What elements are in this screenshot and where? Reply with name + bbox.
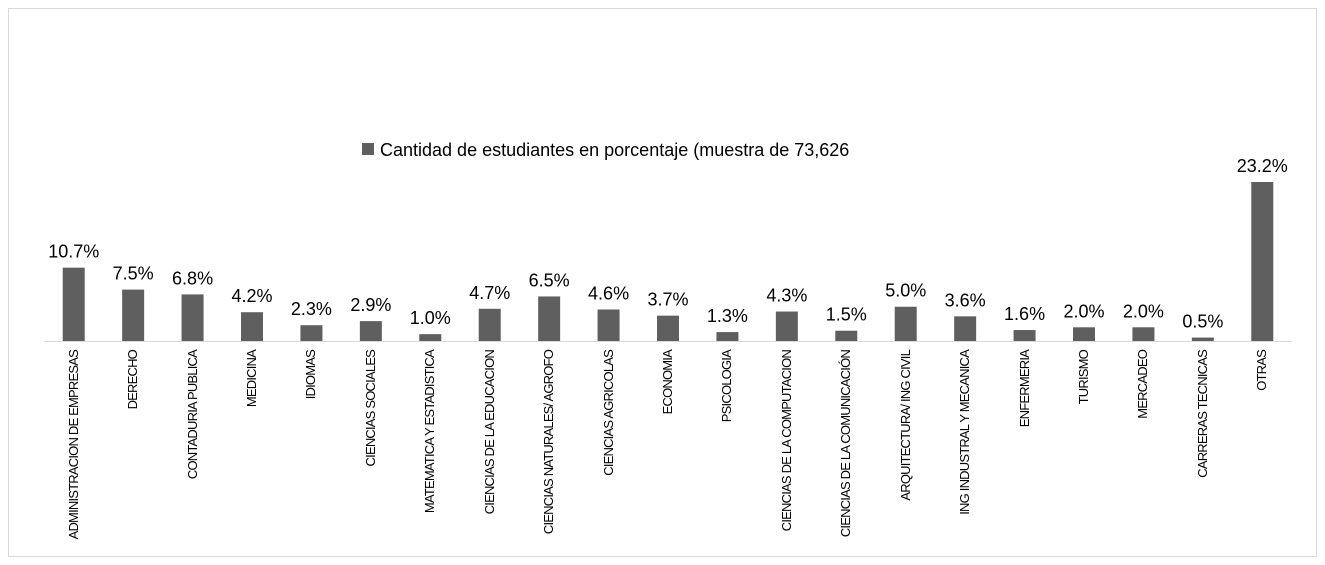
data-label: 2.3% — [291, 299, 332, 319]
legend-label: Cantidad de estudiantes en porcentaje (m… — [380, 140, 849, 160]
x-tick-label: MERCADEO — [1135, 350, 1151, 419]
data-label: 4.7% — [469, 283, 510, 303]
bar — [1251, 182, 1274, 341]
data-label: 4.3% — [766, 286, 807, 306]
bar — [835, 330, 858, 341]
data-label: 1.0% — [410, 308, 451, 328]
x-tick-label: CIENCIAS DE LA COMPUTACION — [778, 350, 794, 532]
bar — [716, 332, 739, 341]
data-label: 2.0% — [1123, 301, 1164, 321]
x-tick-label: CONTADURIA PUBLICA — [184, 350, 200, 480]
x-tick-label: TURISMO — [1076, 350, 1091, 405]
x-tick-label: ENFERMERIA — [1016, 350, 1032, 428]
bar — [894, 306, 917, 341]
data-label: 2.9% — [350, 295, 391, 315]
data-label: 4.6% — [588, 283, 629, 303]
x-tick-label: IDIOMAS — [303, 350, 319, 400]
x-tick-label: MEDICINA — [244, 350, 259, 408]
data-label: 6.8% — [172, 268, 213, 288]
bar — [597, 309, 620, 341]
bar — [478, 308, 501, 341]
bar — [1132, 327, 1155, 341]
x-tick-label: CIENCIAS AGRICOLAS — [600, 350, 616, 476]
x-tick-label: OTRAS — [1254, 350, 1270, 391]
data-label: 1.3% — [707, 306, 748, 326]
data-label: 1.5% — [826, 305, 867, 325]
bar — [954, 316, 977, 341]
x-tick-label: ADMINISTRACION DE EMPRESAS — [65, 350, 81, 540]
bar — [359, 321, 382, 341]
bar — [1073, 327, 1095, 341]
bar — [419, 334, 442, 341]
x-tick-label: ECONOMIA — [660, 350, 675, 415]
bar — [300, 325, 323, 341]
chart-border — [8, 8, 1317, 557]
x-tick-label: ARQUITECTURA/ ING CIVIL — [897, 350, 913, 501]
bar — [1013, 330, 1036, 341]
bar — [241, 312, 263, 341]
data-label: 0.5% — [1182, 312, 1223, 332]
data-label: 6.5% — [529, 270, 570, 290]
bar — [1191, 337, 1214, 341]
x-tick-label: CIENCIAS DE LA COMUNICACIÓN — [838, 350, 854, 538]
x-tick-label: CIENCIAS DE LA EDUCACION — [481, 350, 497, 515]
legend-swatch — [362, 143, 374, 155]
data-label: 4.2% — [231, 286, 272, 306]
x-tick-label: PSICOLOGIA — [719, 350, 735, 423]
bar — [181, 294, 204, 341]
data-label: 10.7% — [48, 242, 99, 262]
data-label: 23.2% — [1237, 156, 1288, 176]
bar — [538, 296, 561, 341]
data-label: 2.0% — [1063, 301, 1104, 321]
x-tick-label: DERECHO — [125, 350, 141, 410]
bar — [62, 267, 85, 341]
bar — [775, 311, 798, 341]
bar — [122, 289, 145, 341]
x-tick-label: ING INDUSTRAL Y MECANICA — [957, 350, 973, 515]
bar — [657, 315, 679, 341]
x-tick-label: CIENCIAS SOCIALES — [362, 350, 378, 467]
data-label: 5.0% — [885, 281, 926, 301]
data-label: 3.6% — [945, 290, 986, 310]
data-label: 3.7% — [647, 290, 688, 310]
data-label: 7.5% — [113, 264, 154, 284]
x-tick-label: CIENCIAS NATURALES/ AGROFO — [541, 350, 557, 535]
data-label: 1.6% — [1004, 304, 1045, 324]
x-tick-label: CARRERAS TECNICAS — [1194, 350, 1210, 478]
x-tick-label: MATEMATICA Y ESTADISTICA — [422, 350, 438, 514]
